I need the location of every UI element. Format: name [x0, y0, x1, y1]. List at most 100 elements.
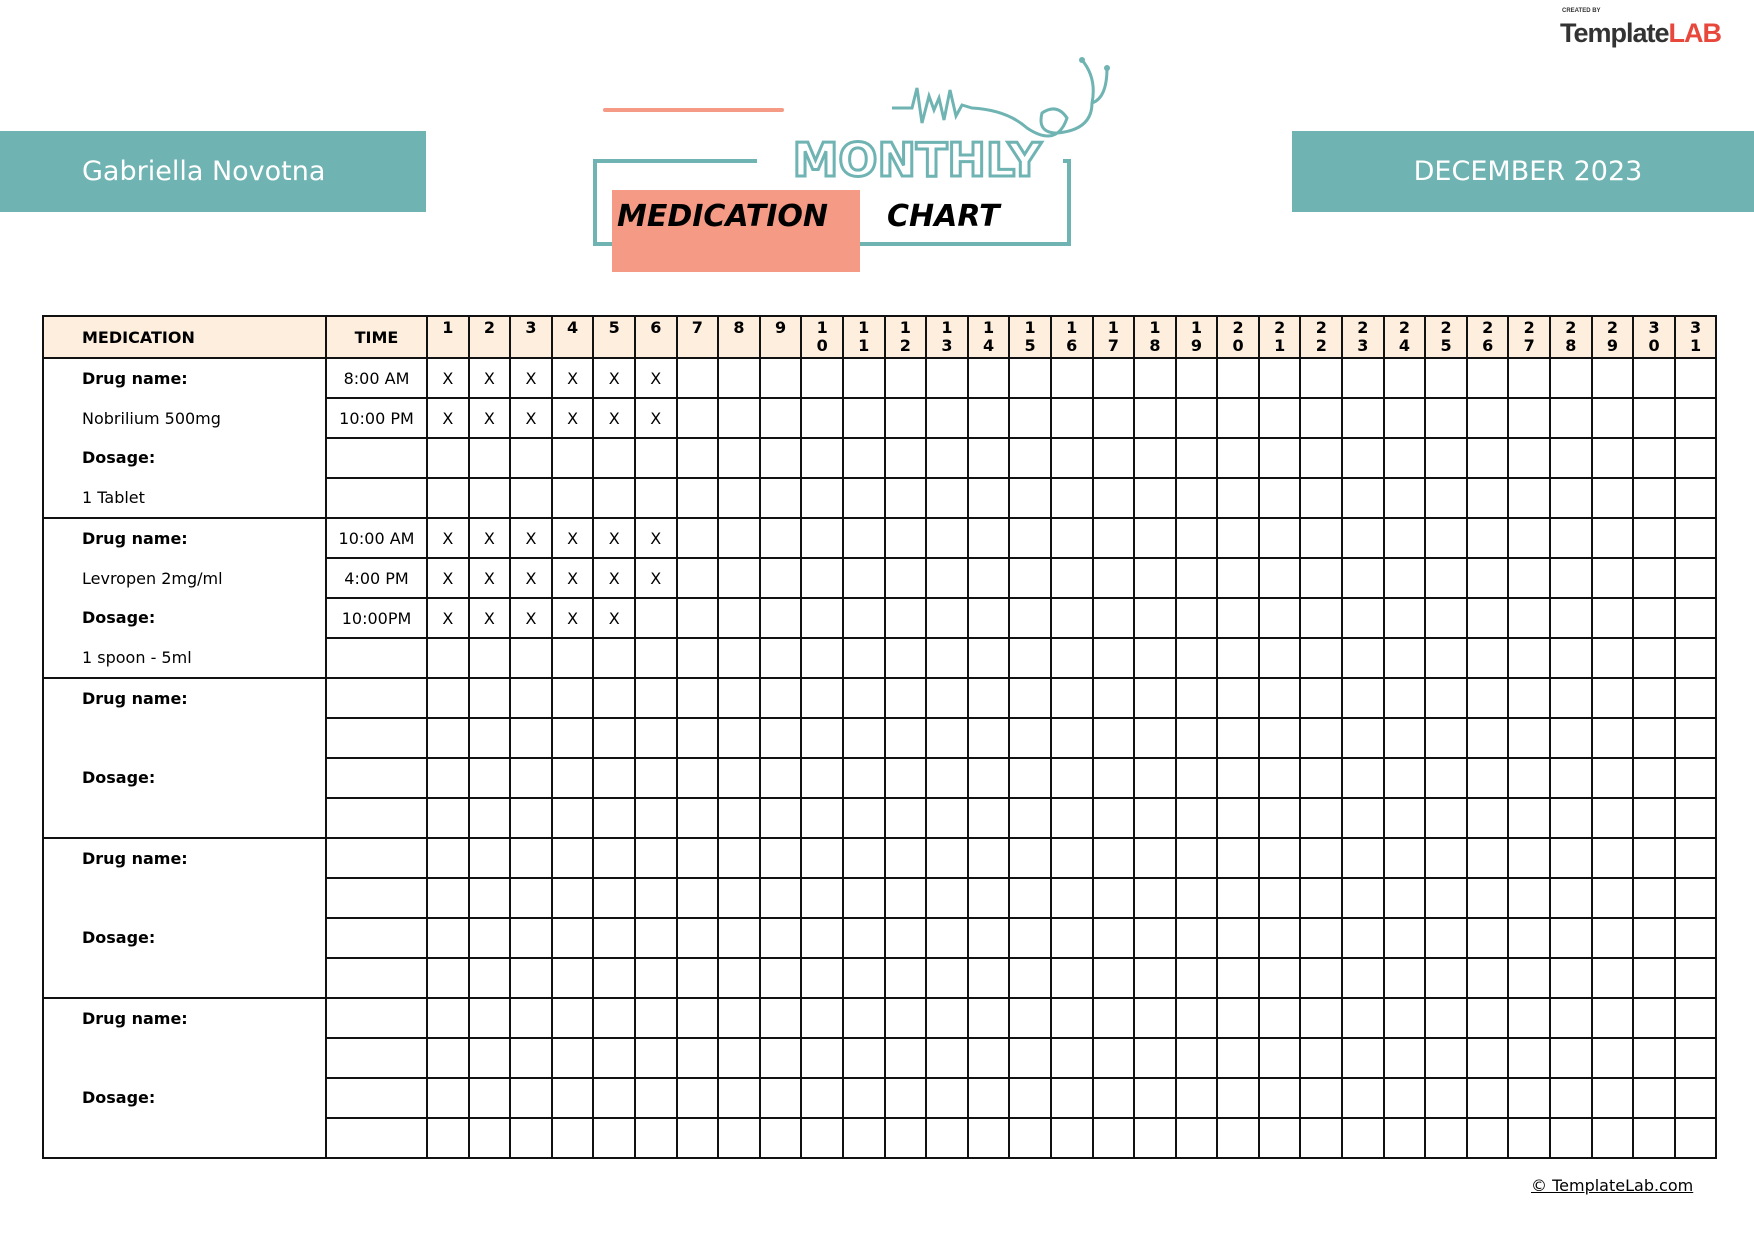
day-cell[interactable]	[717, 1077, 761, 1119]
day-cell[interactable]	[1673, 877, 1718, 919]
day-cell[interactable]	[717, 757, 761, 799]
day-cell[interactable]	[1424, 557, 1468, 599]
day-cell[interactable]	[1465, 1077, 1510, 1119]
day-cell[interactable]	[1424, 637, 1468, 679]
day-cell[interactable]	[1341, 477, 1385, 519]
day-cell[interactable]	[1590, 1117, 1635, 1159]
day-cell[interactable]	[1590, 1037, 1635, 1079]
day-cell[interactable]	[633, 717, 678, 759]
day-cell[interactable]	[1216, 757, 1260, 799]
day-cell[interactable]	[883, 797, 928, 839]
day-cell[interactable]	[1299, 957, 1344, 999]
day-cell[interactable]	[675, 1037, 720, 1079]
day-cell[interactable]	[800, 517, 844, 559]
day-cell[interactable]	[925, 1117, 969, 1159]
day-cell[interactable]	[758, 1117, 803, 1159]
day-cell[interactable]	[1299, 997, 1344, 1039]
day-cell[interactable]	[1590, 357, 1635, 399]
day-cell[interactable]	[1257, 1117, 1302, 1159]
day-cell[interactable]	[1008, 1037, 1052, 1079]
day-cell[interactable]	[1465, 717, 1510, 759]
day-cell[interactable]	[1590, 877, 1635, 919]
day-cell[interactable]	[1257, 437, 1302, 479]
day-cell[interactable]	[1299, 477, 1344, 519]
footer-link[interactable]: © TemplateLab.com	[1531, 1176, 1694, 1195]
day-cell[interactable]	[841, 397, 886, 439]
day-cell[interactable]	[966, 1077, 1011, 1119]
day-cell[interactable]: X	[592, 357, 636, 399]
day-cell[interactable]	[1465, 357, 1510, 399]
day-cell[interactable]	[1133, 597, 1177, 639]
day-cell[interactable]	[467, 677, 512, 719]
day-cell[interactable]	[1133, 1037, 1177, 1079]
day-cell[interactable]	[1673, 917, 1718, 959]
day-cell[interactable]	[800, 1077, 844, 1119]
day-cell[interactable]	[1465, 437, 1510, 479]
day-cell[interactable]	[1216, 797, 1260, 839]
day-cell[interactable]	[1049, 557, 1094, 599]
day-cell[interactable]	[1216, 357, 1260, 399]
day-cell[interactable]	[800, 597, 844, 639]
day-cell[interactable]	[883, 757, 928, 799]
day-cell[interactable]	[1008, 837, 1052, 879]
day-cell[interactable]	[841, 437, 886, 479]
day-cell[interactable]	[925, 797, 969, 839]
day-cell[interactable]	[800, 997, 844, 1039]
day-cell[interactable]	[1091, 357, 1136, 399]
day-cell[interactable]	[925, 717, 969, 759]
day-cell[interactable]	[1465, 597, 1510, 639]
day-cell[interactable]	[426, 877, 470, 919]
day-cell[interactable]	[467, 717, 512, 759]
day-cell[interactable]	[1216, 837, 1260, 879]
day-cell[interactable]	[1299, 917, 1344, 959]
day-cell[interactable]	[633, 797, 678, 839]
day-cell[interactable]	[1465, 517, 1510, 559]
day-cell[interactable]	[1549, 477, 1593, 519]
day-cell[interactable]	[1174, 957, 1219, 999]
day-cell[interactable]	[1299, 757, 1344, 799]
day-cell[interactable]	[550, 1077, 595, 1119]
day-cell[interactable]	[1091, 757, 1136, 799]
day-cell[interactable]	[1299, 557, 1344, 599]
day-cell[interactable]	[1341, 677, 1385, 719]
day-cell[interactable]	[509, 957, 553, 999]
day-cell[interactable]	[592, 957, 636, 999]
day-cell[interactable]	[758, 677, 803, 719]
day-cell[interactable]	[1465, 837, 1510, 879]
day-cell[interactable]	[592, 1077, 636, 1119]
day-cell[interactable]	[1632, 917, 1676, 959]
day-cell[interactable]	[800, 917, 844, 959]
day-cell[interactable]	[841, 797, 886, 839]
day-cell[interactable]	[925, 957, 969, 999]
day-cell[interactable]	[1465, 957, 1510, 999]
day-cell[interactable]	[1133, 837, 1177, 879]
day-cell[interactable]	[1673, 677, 1718, 719]
day-cell[interactable]	[925, 357, 969, 399]
day-cell[interactable]	[1174, 837, 1219, 879]
day-cell[interactable]	[1257, 597, 1302, 639]
day-cell[interactable]	[1465, 757, 1510, 799]
day-cell[interactable]	[1091, 717, 1136, 759]
day-cell[interactable]	[800, 357, 844, 399]
day-cell[interactable]	[509, 477, 553, 519]
day-cell[interactable]	[426, 677, 470, 719]
day-cell[interactable]	[1216, 477, 1260, 519]
day-cell[interactable]	[800, 677, 844, 719]
day-cell[interactable]	[758, 957, 803, 999]
day-cell[interactable]	[883, 917, 928, 959]
day-cell[interactable]	[1632, 837, 1676, 879]
day-cell[interactable]	[717, 677, 761, 719]
day-cell[interactable]	[1174, 1037, 1219, 1079]
day-cell[interactable]	[1424, 1117, 1468, 1159]
day-cell[interactable]	[966, 597, 1011, 639]
day-cell[interactable]	[1049, 677, 1094, 719]
drug-name-value[interactable]	[82, 1039, 325, 1079]
day-cell[interactable]	[1257, 797, 1302, 839]
day-cell[interactable]	[550, 437, 595, 479]
day-cell[interactable]	[1257, 1077, 1302, 1119]
day-cell[interactable]	[800, 877, 844, 919]
day-cell[interactable]	[426, 917, 470, 959]
day-cell[interactable]: X	[592, 597, 636, 639]
day-cell[interactable]	[925, 677, 969, 719]
day-cell[interactable]	[1424, 797, 1468, 839]
